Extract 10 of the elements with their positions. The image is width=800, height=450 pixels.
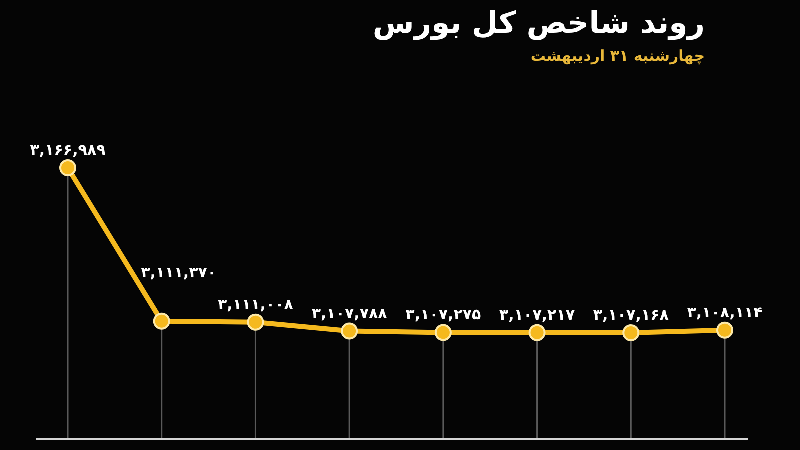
data-label: ۳,۱۰۸,۱۱۴ [687, 303, 763, 322]
chart-subtitle: چهارشنبه ۳۱ اردیبهشت [530, 47, 705, 65]
data-label: ۳,۱۰۷,۱۶۸ [593, 306, 669, 324]
chart-title: روند شاخص کل بورس [372, 6, 705, 41]
data-label: ۳,۱۱۱,۳۷۰ [141, 263, 217, 282]
data-label: ۳,۱۰۷,۲۷۵ [406, 306, 482, 324]
data-label: ۳,۱۰۷,۷۸۸ [312, 304, 388, 322]
data-label: ۳,۱۶۶,۹۸۹ [30, 141, 106, 159]
data-label: ۳,۱۱۱,۰۰۸ [218, 295, 294, 314]
data-label: ۳,۱۰۷,۲۱۷ [500, 306, 576, 324]
